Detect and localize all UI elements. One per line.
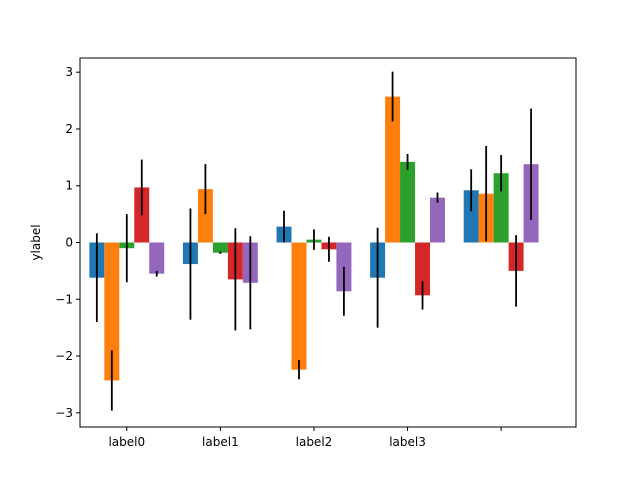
bar-s2-c3 (400, 161, 416, 243)
y-axis-label: ylabel (29, 224, 43, 260)
x-tick-label: label0 (108, 435, 145, 449)
error-bars-layer (95, 71, 532, 411)
x-tick-label: label1 (202, 435, 239, 449)
y-tick-label: −3 (55, 406, 73, 420)
bar-s4-c3 (430, 197, 445, 243)
y-axis-ticks: −3 −2 −1 0 1 2 3 (55, 65, 80, 420)
bar-s1-c2 (291, 242, 307, 370)
y-tick-label: −2 (55, 349, 73, 363)
y-tick-label: 0 (65, 236, 73, 250)
bar-s2-c1 (212, 242, 228, 253)
y-tick-label: 1 (65, 179, 73, 193)
y-tick-label: 3 (65, 65, 73, 79)
y-tick-label: 2 (65, 122, 73, 136)
y-tick-label: −1 (55, 292, 73, 306)
bar-s1-c1 (197, 189, 213, 243)
x-tick-label: label2 (296, 435, 333, 449)
bar-s0-c4 (463, 190, 479, 243)
bar-s2-c4 (493, 173, 509, 243)
bar-s3-c3 (415, 242, 431, 296)
x-axis-ticks: label0 label1 label2 label3 (108, 427, 502, 449)
x-tick-label: label3 (389, 435, 426, 449)
bar-s1-c0 (104, 242, 120, 381)
bar-s1-c3 (385, 96, 401, 243)
bar-s4-c0 (149, 242, 165, 274)
